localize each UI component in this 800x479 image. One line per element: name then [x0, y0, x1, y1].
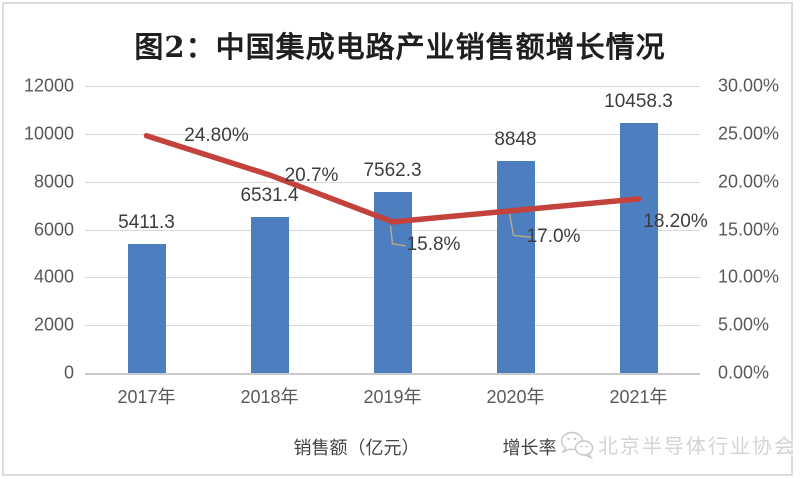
- right-axis-tick: 15.00%: [718, 219, 780, 239]
- x-axis-category-label: 2019年: [363, 387, 422, 407]
- left-axis-tick: 4000: [33, 266, 74, 287]
- right-axis-tick: 5.00%: [718, 314, 770, 335]
- left-axis-tick: 10000: [23, 123, 74, 144]
- bar-value-label: 6531.4: [240, 184, 299, 206]
- x-axis-category-label: 2021年: [609, 387, 668, 407]
- bar-value-label: 7562.3: [363, 160, 422, 182]
- right-axis-tick: 25.00%: [718, 123, 780, 144]
- x-axis-category-label: 2018年: [240, 387, 299, 407]
- bar-value-label: 8848: [494, 129, 537, 151]
- sales-bar: [127, 243, 166, 373]
- bar-value-label: 5411.3: [118, 211, 175, 233]
- sales-bar: [250, 216, 289, 373]
- x-axis-category-label: 2020年: [486, 387, 545, 407]
- bar-value-label: 10458.3: [604, 90, 673, 112]
- left-axis-tick: 0: [63, 362, 74, 383]
- wechat-icon: [560, 431, 594, 459]
- growth-rate-label: 20.7%: [284, 164, 339, 186]
- growth-rate-label: 24.80%: [184, 124, 249, 146]
- gridline: [85, 133, 700, 135]
- watermark-label: 北京半导体行业协会: [598, 436, 796, 458]
- label-leader-line: [508, 213, 532, 239]
- left-axis-tick: 6000: [33, 219, 74, 239]
- sales-bar: [619, 122, 658, 373]
- right-axis-tick: 10.00%: [718, 266, 780, 287]
- growth-rate-line: [143, 132, 642, 225]
- right-axis-tick: 20.00%: [718, 171, 780, 192]
- growth-rate-label: 18.20%: [643, 210, 708, 232]
- legend-line-label: 增长率: [502, 438, 557, 458]
- left-axis-tick: 2000: [33, 314, 74, 335]
- x-axis-category-label: 2017年: [117, 387, 176, 407]
- legend-bar-label: 销售额（亿元）: [293, 438, 420, 458]
- left-axis-tick: 12000: [23, 75, 74, 96]
- right-axis-tick: 0.00%: [718, 362, 770, 383]
- legend: 销售额（亿元） 增长率: [0, 434, 800, 460]
- watermark: 北京半导体行业协会: [560, 430, 796, 459]
- gridline: [85, 181, 700, 183]
- left-axis-tick: 8000: [33, 171, 74, 192]
- sales-bar: [496, 161, 535, 373]
- right-axis-tick: 30.00%: [718, 75, 780, 96]
- growth-rate-label: 17.0%: [526, 226, 581, 248]
- gridline: [85, 86, 700, 87]
- growth-rate-label: 15.8%: [406, 233, 461, 255]
- x-axis-line: [85, 373, 700, 375]
- chart-title: 图2：中国集成电路产业销售额增长情况: [134, 30, 666, 64]
- label-leader-line: [389, 225, 406, 247]
